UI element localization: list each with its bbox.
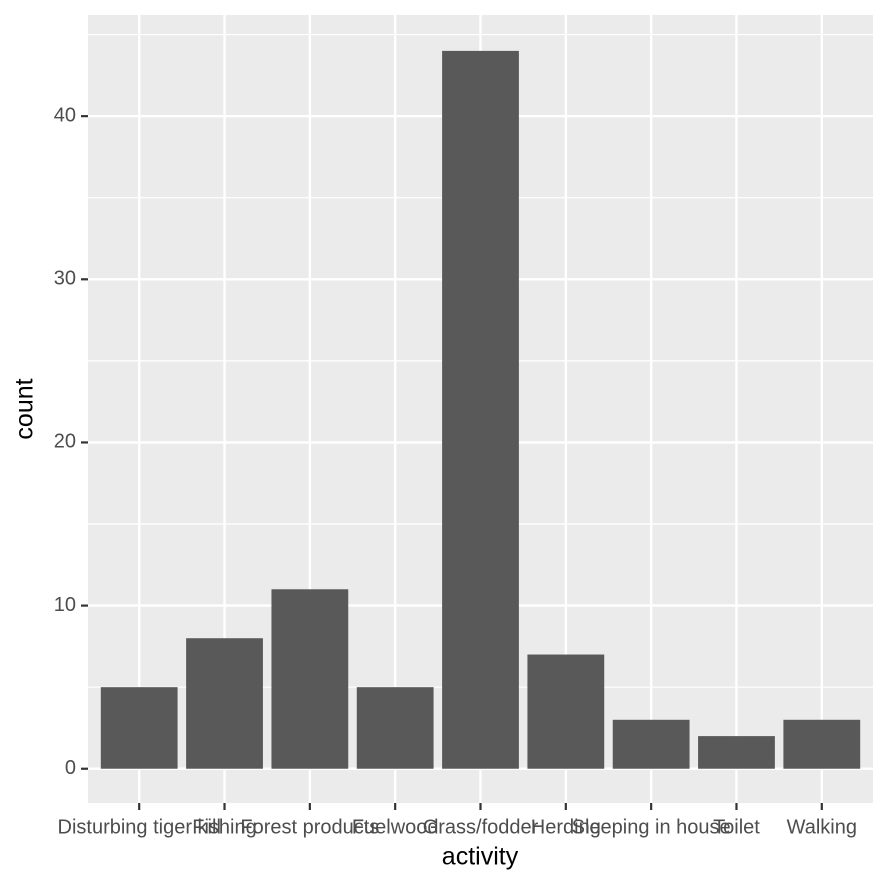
- x-tick-label: Forest products: [240, 816, 379, 838]
- y-tick-label: 10: [54, 594, 76, 616]
- bar: [442, 50, 519, 769]
- bar: [186, 638, 263, 769]
- x-tick-label: Herding: [531, 816, 601, 838]
- bar: [271, 589, 349, 769]
- y-tick-label: 30: [54, 268, 76, 290]
- y-tick-label: 20: [54, 431, 76, 453]
- bar: [527, 654, 605, 769]
- y-tick-label: 0: [65, 757, 76, 779]
- bars: [100, 50, 861, 769]
- bar: [612, 719, 690, 769]
- x-axis-title: activity: [442, 843, 519, 871]
- y-axis-title: count: [11, 378, 39, 439]
- x-tick-label: Toilet: [713, 816, 760, 838]
- x-tick-label: Disturbing tiger kill: [58, 816, 221, 838]
- bar: [698, 736, 775, 769]
- bar: [356, 687, 434, 769]
- x-tick-label: Sleeping in house: [572, 816, 731, 838]
- x-tick-label: Fishing: [192, 816, 256, 838]
- bar: [783, 719, 861, 769]
- x-tick-label: Grass/fodder: [423, 816, 539, 838]
- bar: [100, 687, 178, 769]
- x-tick-label: Fuelwood: [352, 816, 439, 838]
- x-tick-label: Walking: [787, 816, 857, 838]
- y-tick-label: 40: [54, 104, 76, 126]
